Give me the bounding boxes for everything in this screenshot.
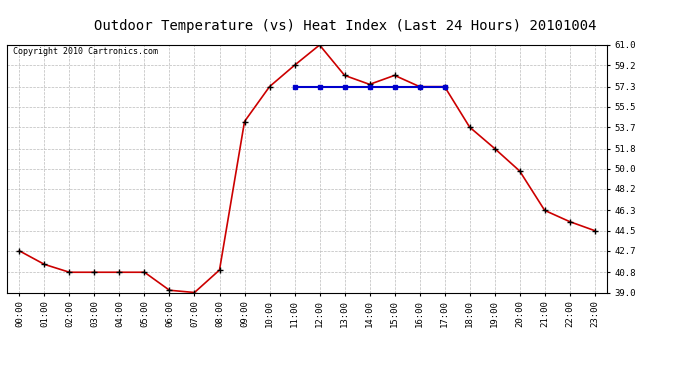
Text: Outdoor Temperature (vs) Heat Index (Last 24 Hours) 20101004: Outdoor Temperature (vs) Heat Index (Las… (94, 19, 596, 33)
Text: Copyright 2010 Cartronics.com: Copyright 2010 Cartronics.com (13, 48, 158, 57)
